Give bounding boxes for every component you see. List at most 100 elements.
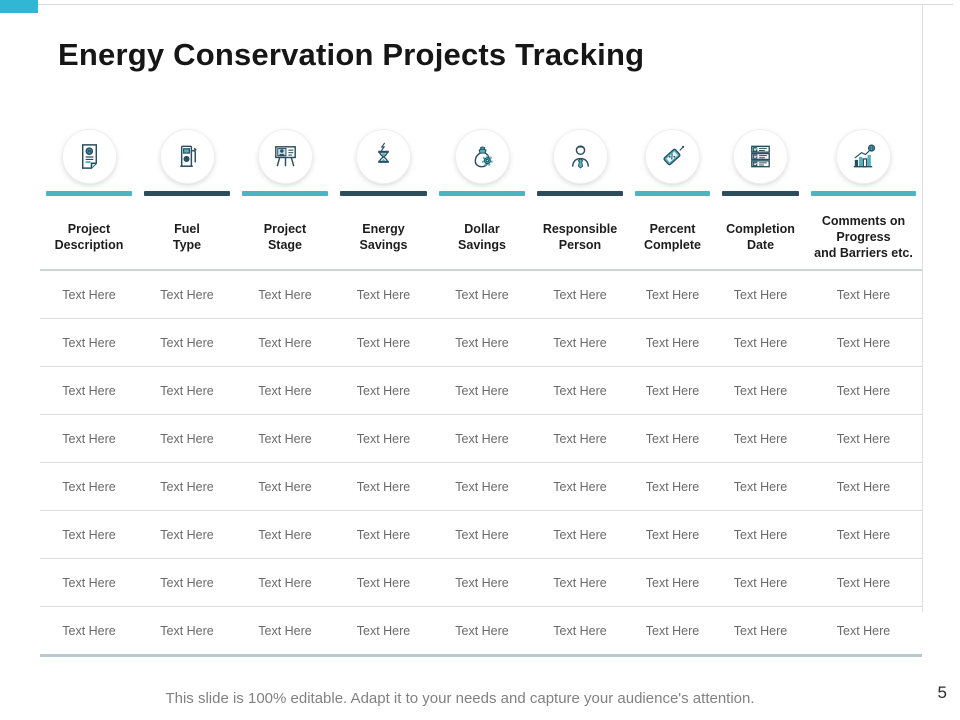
column-header: Comments on Progress and Barriers etc.	[814, 214, 913, 260]
column-accent-bar	[811, 191, 916, 196]
table-cell: Text Here	[645, 335, 700, 350]
table-cell: Text Here	[733, 431, 788, 446]
right-divider	[922, 4, 923, 612]
table-cell: Text Here	[553, 431, 607, 446]
table-cell: Text Here	[836, 287, 891, 302]
table-cell: Text Here	[733, 527, 788, 542]
table-bottom-border	[40, 654, 922, 657]
table-cell: Text Here	[258, 527, 312, 542]
column-header: Completion Date	[726, 222, 795, 252]
icon-cell	[236, 130, 334, 188]
table-cell: Text Here	[62, 527, 116, 542]
column-accent-bar	[242, 191, 328, 196]
table-row: Text Here Text Here Text Here Text Here Text…	[40, 607, 922, 654]
table-cell: Text Here	[160, 383, 214, 398]
table-cell: Text Here	[356, 383, 411, 398]
table-cell: Text Here	[553, 575, 607, 590]
table-row: Text Here Text Here Text Here Text Here Text…	[40, 415, 922, 463]
icon-cell	[40, 130, 138, 188]
table-cell: Text Here	[455, 431, 509, 446]
table-cell: Text Here	[160, 527, 214, 542]
checklist-icon	[734, 130, 787, 183]
table-cell: Text Here	[455, 335, 509, 350]
table-cell: Text Here	[62, 623, 116, 638]
table-cell: Text Here	[455, 527, 509, 542]
table-cell: Text Here	[733, 335, 788, 350]
footer-note: This slide is 100% editable. Adapt it to…	[165, 690, 755, 707]
document-icon	[62, 130, 116, 183]
icon-cell	[334, 130, 433, 188]
table-cell: Text Here	[645, 479, 700, 494]
column-accent-bar	[439, 191, 525, 196]
table-cell: Text Here	[553, 335, 607, 350]
icon-cell	[138, 130, 236, 188]
header-separator	[40, 269, 922, 271]
table-row: Text Here Text Here Text Here Text Here Text…	[40, 367, 922, 415]
growth-chart-icon	[837, 130, 890, 183]
table-row: Text Here Text Here Text Here Text Here Text…	[40, 511, 922, 559]
column-header: Project Description	[54, 222, 124, 252]
accent-bar-cell	[236, 191, 334, 196]
column-accent-bar	[144, 191, 230, 196]
page-number: 5	[937, 683, 947, 702]
table-cell: Text Here	[645, 287, 700, 302]
table-cell: Text Here	[160, 479, 214, 494]
table-cell: Text Here	[553, 479, 607, 494]
discount-tag-icon	[646, 130, 699, 183]
table-header-row: Project Description Fuel Type Project Stag…	[40, 209, 922, 265]
table-row: Text Here Text Here Text Here Text Here Text…	[40, 319, 922, 367]
presentation-icon	[258, 130, 312, 183]
table-cell: Text Here	[733, 479, 788, 494]
table-row: Text Here Text Here Text Here Text Here Text…	[40, 271, 922, 319]
table-cell: Text Here	[645, 527, 700, 542]
table-cell: Text Here	[733, 287, 788, 302]
table-cell: Text Here	[553, 287, 607, 302]
table-cell: Text Here	[733, 575, 788, 590]
table-cell: Text Here	[258, 479, 312, 494]
table-cell: Text Here	[455, 383, 509, 398]
column-header: Fuel Type	[172, 222, 202, 252]
column-accent-bar	[635, 191, 710, 196]
column-header: Responsible Person	[542, 222, 618, 252]
tracking-table: Project Description Fuel Type Project Stag…	[40, 130, 922, 657]
table-cell: Text Here	[836, 623, 891, 638]
table-cell: Text Here	[645, 383, 700, 398]
table-cell: Text Here	[258, 335, 312, 350]
table-cell: Text Here	[836, 479, 891, 494]
accent-bar-cell	[138, 191, 236, 196]
table-cell: Text Here	[258, 383, 312, 398]
table-cell: Text Here	[836, 335, 891, 350]
table-cell: Text Here	[258, 623, 312, 638]
table-cell: Text Here	[258, 431, 312, 446]
table-cell: Text Here	[455, 479, 509, 494]
person-icon	[553, 130, 607, 183]
table-cell: Text Here	[356, 479, 411, 494]
table-cell: Text Here	[62, 479, 116, 494]
column-header: Dollar Savings	[458, 222, 506, 252]
table-cell: Text Here	[836, 431, 891, 446]
table-cell: Text Here	[836, 575, 891, 590]
table-cell: Text Here	[62, 575, 116, 590]
fuel-pump-icon	[160, 130, 214, 183]
table-cell: Text Here	[356, 335, 411, 350]
accent-bar-cell	[433, 191, 531, 196]
accent-bar-cell	[334, 191, 433, 196]
table-cell: Text Here	[62, 335, 116, 350]
table-cell: Text Here	[160, 287, 214, 302]
table-cell: Text Here	[645, 575, 700, 590]
table-cell: Text Here	[160, 335, 214, 350]
table-cell: Text Here	[356, 623, 411, 638]
icon-cell	[433, 130, 531, 188]
table-cell: Text Here	[455, 287, 509, 302]
accent-bar-cell	[805, 191, 922, 196]
accent-bars-row	[40, 191, 922, 196]
page-title: Energy Conservation Projects Tracking	[58, 36, 645, 72]
icon-cell	[531, 130, 629, 188]
table-cell: Text Here	[160, 575, 214, 590]
column-accent-bar	[722, 191, 799, 196]
table-cell: Text Here	[455, 575, 509, 590]
table-cell: Text Here	[553, 623, 607, 638]
table-cell: Text Here	[62, 383, 116, 398]
table-cell: Text Here	[836, 527, 891, 542]
